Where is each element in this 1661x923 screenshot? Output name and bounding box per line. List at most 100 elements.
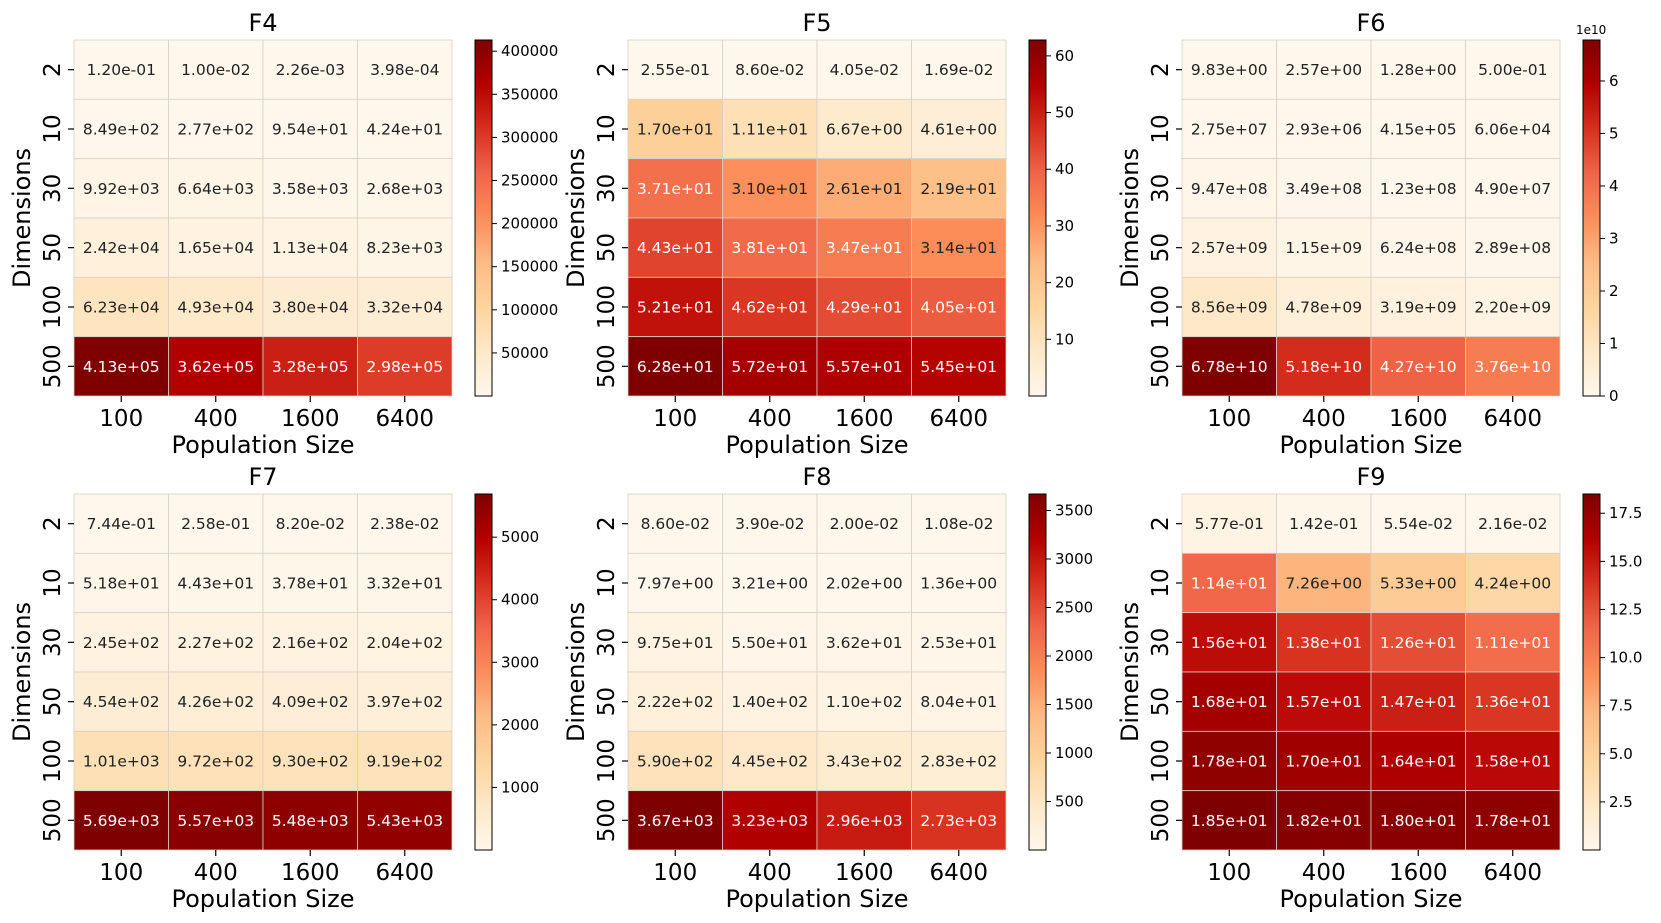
cell-value-label: 2.45e+02	[83, 634, 160, 652]
x-tick-label: 6400	[1483, 406, 1542, 432]
y-tick-label: 30	[1148, 174, 1174, 203]
cell-value-label: 9.54e+01	[272, 121, 349, 139]
heatmap-cell	[816, 276, 912, 338]
y-tick-label: 2	[40, 62, 66, 77]
cell-value-label: 4.78e+09	[1285, 299, 1362, 317]
cell-value-label: 4.61e+00	[920, 121, 997, 139]
cell-value-label: 7.97e+00	[637, 575, 714, 593]
cell-value-label: 2.42e+04	[83, 239, 160, 257]
heatmap-cell	[1370, 612, 1466, 673]
heatmap-cell	[73, 671, 169, 732]
heatmap-cell	[722, 39, 818, 100]
cell-value-label: 1.38e+01	[1285, 634, 1362, 652]
colorbar-tick-label: 2	[1609, 282, 1619, 300]
cell-value-label: 1.56e+01	[1191, 634, 1268, 652]
cell-value-label: 1.28e+00	[1380, 61, 1457, 79]
y-tick-label: 2	[1148, 62, 1174, 77]
heatmap-cell	[627, 730, 723, 792]
heatmap-cell	[1276, 276, 1372, 338]
cell-value-label: 2.22e+02	[637, 693, 714, 711]
colorbar-tick-label: 250000	[501, 172, 558, 190]
cell-value-label: 9.19e+02	[366, 753, 443, 771]
cell-value-label: 3.90e-02	[735, 515, 804, 533]
cell-value-label: 4.90e+07	[1474, 180, 1551, 198]
y-tick-label: 100	[594, 739, 620, 783]
colorbar-tick-label: 1000	[501, 778, 539, 796]
heatmap-cell	[722, 730, 818, 792]
heatmap-cell	[262, 552, 358, 614]
cell-value-label: 1.70e+01	[637, 121, 714, 139]
cell-value-label: 6.23e+04	[83, 299, 160, 317]
y-tick-label: 50	[594, 687, 620, 716]
heatmap-cell	[168, 39, 264, 100]
cell-value-label: 1.57e+01	[1285, 693, 1362, 711]
cell-value-label: 1.42e-01	[1289, 515, 1358, 533]
x-tick-label: 6400	[1483, 860, 1542, 886]
y-axis-label: Dimensions	[562, 602, 590, 742]
cell-value-label: 2.83e+02	[920, 753, 997, 771]
cell-value-label: 3.10e+01	[731, 180, 808, 198]
heatmap-cell	[1181, 336, 1277, 397]
x-tick-label: 1600	[281, 406, 340, 432]
colorbar-tick-label: 300000	[501, 128, 558, 146]
y-tick-label: 500	[40, 344, 66, 388]
cell-value-label: 2.27e+02	[177, 634, 254, 652]
heatmap-cell	[911, 730, 1007, 792]
y-tick-label: 30	[40, 628, 66, 657]
cell-value-label: 3.81e+01	[731, 239, 808, 257]
cell-value-label: 1.78e+01	[1191, 753, 1268, 771]
cell-value-label: 8.23e+03	[366, 239, 443, 257]
colorbar-tick-label: 0	[1609, 387, 1619, 405]
cell-value-label: 9.75e+01	[637, 634, 714, 652]
heatmap-panel-f7: 7.44e-01 2.58e-01 8.20e-02 2.38e-02 5.18e+01…	[8, 463, 539, 913]
colorbar	[474, 39, 493, 397]
heatmap-cell	[1465, 612, 1561, 673]
colorbar-tick-label: 4000	[501, 591, 539, 609]
x-tick-label: 6400	[375, 860, 434, 886]
cell-value-label: 8.49e+02	[83, 121, 160, 139]
cell-value-label: 8.60e-02	[641, 515, 710, 533]
heatmap-cell	[911, 552, 1007, 614]
y-tick-label: 50	[1148, 687, 1174, 716]
cell-value-label: 2.55e-01	[641, 61, 710, 79]
y-tick-label: 2	[1148, 516, 1174, 531]
colorbar-tick-label: 350000	[501, 85, 558, 103]
colorbar-tick-label: 2.5	[1609, 793, 1633, 811]
y-axis-label: Dimensions	[8, 148, 36, 288]
heatmap-cell	[168, 98, 264, 160]
cell-value-label: 3.67e+03	[637, 812, 714, 830]
subplot-title: F7	[248, 463, 277, 491]
y-tick-label: 50	[40, 687, 66, 716]
heatmap-cell	[262, 336, 358, 397]
heatmap-cell	[816, 552, 912, 614]
colorbar-tick-label: 50000	[501, 344, 549, 362]
heatmap-cell	[73, 276, 169, 338]
cell-value-label: 2.00e-02	[830, 515, 899, 533]
heatmap-cell	[627, 790, 723, 851]
y-tick-label: 50	[594, 233, 620, 262]
heatmap-cell	[911, 671, 1007, 732]
y-axis-label: Dimensions	[562, 148, 590, 288]
cell-value-label: 4.24e+00	[1474, 575, 1551, 593]
cell-value-label: 1.58e+01	[1474, 753, 1551, 771]
cell-value-label: 3.78e+01	[272, 575, 349, 593]
cell-value-label: 2.38e-02	[370, 515, 439, 533]
heatmap-cell	[627, 552, 723, 614]
x-tick-label: 100	[1207, 406, 1251, 432]
cell-value-label: 4.13e+05	[83, 358, 160, 376]
heatmap-cell	[627, 336, 723, 397]
cell-value-label: 4.54e+02	[83, 693, 160, 711]
cell-value-label: 2.89e+08	[1474, 239, 1551, 257]
colorbar-tick-label: 10	[1055, 330, 1074, 348]
x-tick-label: 400	[1302, 406, 1346, 432]
cell-value-label: 2.19e+01	[920, 180, 997, 198]
subplot-title: F8	[802, 463, 831, 491]
heatmap-cell	[722, 217, 818, 278]
cell-value-label: 1.26e+01	[1380, 634, 1457, 652]
cell-value-label: 2.68e+03	[366, 180, 443, 198]
y-tick-label: 50	[1148, 233, 1174, 262]
x-axis-label: Population Size	[1280, 885, 1463, 913]
heatmap-cell	[627, 493, 723, 554]
cell-value-label: 5.72e+01	[731, 358, 808, 376]
cell-value-label: 4.05e-02	[830, 61, 899, 79]
